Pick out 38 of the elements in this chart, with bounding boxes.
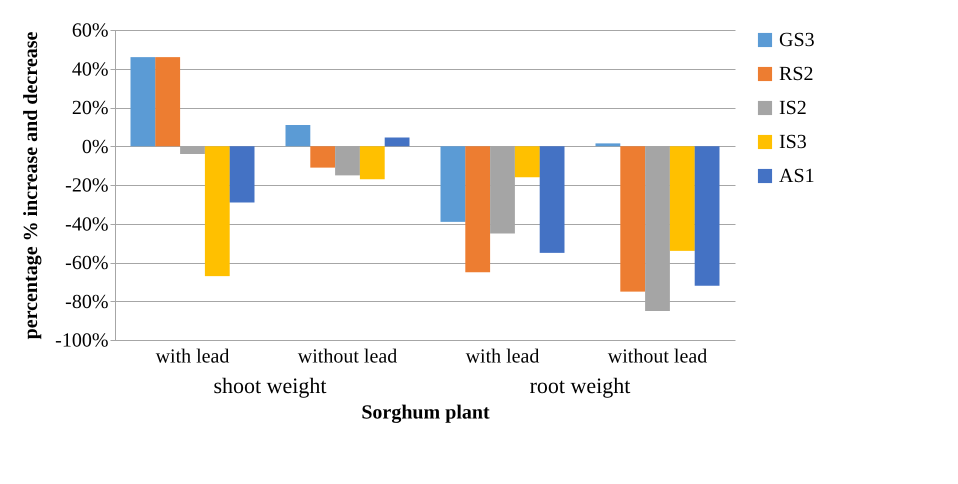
y-tick-label: -100% [55, 330, 108, 352]
x-axis-title: Sorghum plant [361, 402, 490, 424]
bar [230, 146, 254, 202]
text: shoot weight [213, 373, 327, 398]
y-tick-label: 20% [72, 97, 108, 119]
bar [694, 146, 720, 286]
x-tick-label: with lead [466, 346, 540, 368]
legend-label: RS2 [779, 63, 814, 85]
bar [204, 146, 230, 276]
legend-label: IS2 [779, 97, 807, 119]
bar [155, 57, 180, 146]
bar [670, 146, 695, 251]
bar [130, 57, 156, 146]
x-tick-label: without lead [298, 346, 398, 368]
bar [286, 124, 310, 146]
legend-label: IS3 [779, 131, 807, 153]
y-tick-label: -40% [65, 213, 108, 236]
y-tick-label: 60% [72, 20, 108, 42]
bar [440, 146, 466, 222]
bar [360, 146, 385, 180]
y-tick-label: 0% [82, 136, 108, 158]
bar [310, 146, 336, 168]
bar [514, 146, 540, 178]
bar [596, 143, 620, 146]
bar [620, 146, 646, 292]
y-tick-label: -60% [65, 252, 108, 274]
bar [384, 138, 410, 146]
y-tick-label: -20% [65, 174, 108, 196]
bar [540, 146, 564, 253]
x-tick-label: without lead [608, 346, 708, 368]
y-tick-label: -80% [65, 290, 108, 313]
x-tick-label: with lead [156, 346, 230, 368]
y-axis-title: percentage % increase and decrease [20, 32, 42, 340]
text: root weight [530, 373, 630, 398]
bar [465, 146, 490, 272]
legend-label: AS1 [779, 165, 815, 187]
legend-label: GS3 [779, 29, 815, 51]
y-tick-label: 40% [72, 58, 108, 80]
